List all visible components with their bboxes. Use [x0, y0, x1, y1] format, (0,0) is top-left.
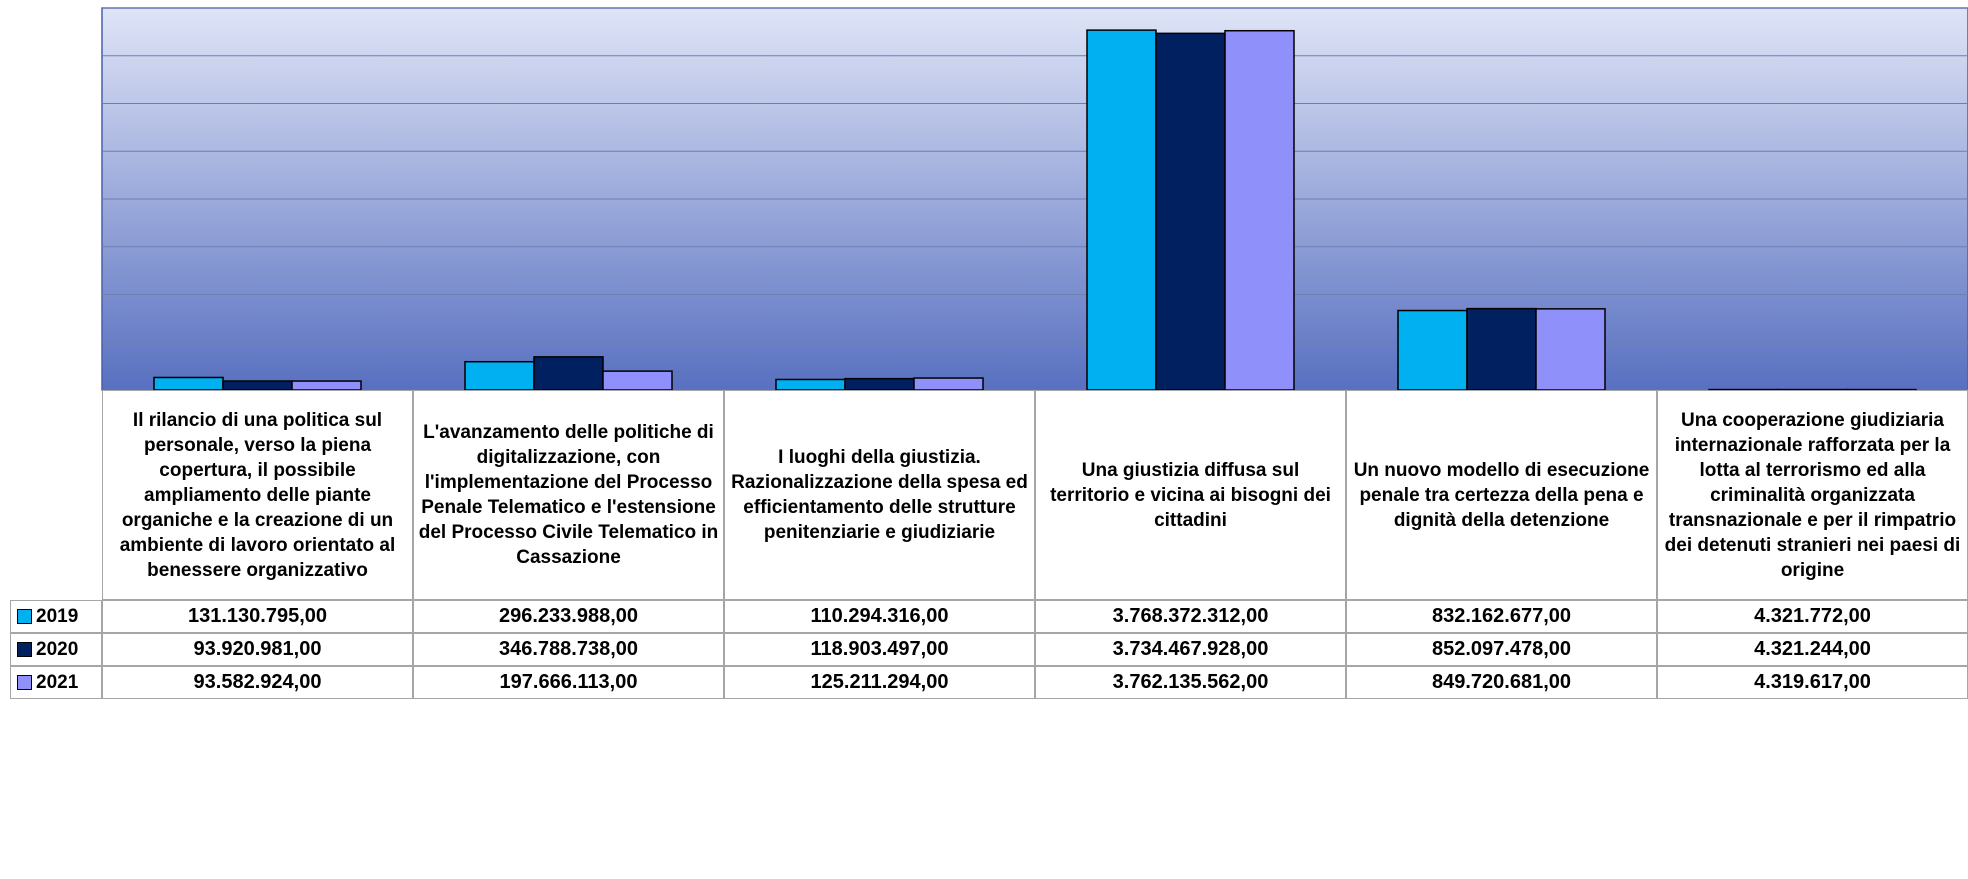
legend-entry: 2021: [10, 666, 102, 699]
bar: [602, 370, 673, 391]
legend-swatch: [17, 675, 32, 690]
bar: [775, 378, 846, 391]
legend-entry: 2020: [10, 633, 102, 666]
value-label: 118.903.497,00: [724, 633, 1035, 666]
value-label: 125.211.294,00: [724, 666, 1035, 699]
value-label: 4.319.617,00: [1657, 666, 1968, 699]
bar: [464, 360, 535, 391]
category-label: L'avanzamento delle politiche di digital…: [413, 390, 724, 600]
value-label: 832.162.677,00: [1346, 600, 1657, 633]
category-label: Una cooperazione giudiziaria internazion…: [1657, 390, 1968, 600]
legend-label: 2019: [36, 605, 79, 627]
category-label: I luoghi della giustizia. Razionalizzazi…: [724, 390, 1035, 600]
bar: [222, 380, 293, 391]
category-label: Un nuovo modello di esecuzione penale tr…: [1346, 390, 1657, 600]
legend-swatch: [17, 609, 32, 624]
value-label: 93.920.981,00: [102, 633, 413, 666]
bar: [844, 377, 915, 391]
legend-entry: 2019: [10, 600, 102, 633]
value-label: 4.321.244,00: [1657, 633, 1968, 666]
value-label: 3.734.467.928,00: [1035, 633, 1346, 666]
category-label: Il rilancio di una politica sul personal…: [102, 390, 413, 600]
bar: [1397, 309, 1468, 391]
bar: [1224, 29, 1295, 391]
value-label: 93.582.924,00: [102, 666, 413, 699]
bar: [291, 380, 362, 391]
legend-label: 2021: [36, 671, 79, 693]
bar: [153, 376, 224, 391]
category-label: Una giustizia diffusa sul territorio e v…: [1035, 390, 1346, 600]
value-label: 3.762.135.562,00: [1035, 666, 1346, 699]
bar: [533, 356, 604, 391]
value-label: 3.768.372.312,00: [1035, 600, 1346, 633]
value-label: 110.294.316,00: [724, 600, 1035, 633]
value-label: 197.666.113,00: [413, 666, 724, 699]
value-label: 131.130.795,00: [102, 600, 413, 633]
bar: [1086, 29, 1157, 391]
value-label: 4.321.772,00: [1657, 600, 1968, 633]
bar: [913, 377, 984, 391]
value-label: 852.097.478,00: [1346, 633, 1657, 666]
legend-swatch: [17, 642, 32, 657]
legend-label: 2020: [36, 638, 79, 660]
value-label: 346.788.738,00: [413, 633, 724, 666]
value-label: 849.720.681,00: [1346, 666, 1657, 699]
value-label: 296.233.988,00: [413, 600, 724, 633]
bar: [1535, 308, 1606, 391]
bar: [1466, 307, 1537, 391]
bar: [1155, 32, 1226, 391]
